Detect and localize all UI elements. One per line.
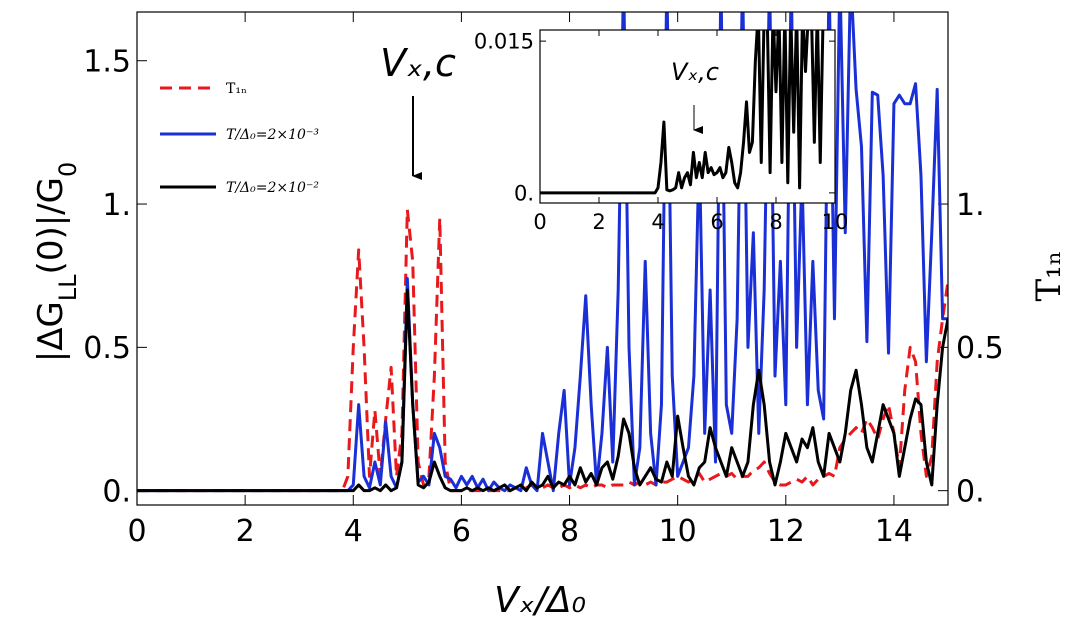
legend-label: T/Δ₀=2×10⁻² bbox=[226, 180, 319, 196]
y2-tick-label: 1. bbox=[956, 188, 985, 223]
y2-tick-label: 0. bbox=[956, 474, 985, 509]
x-tick-label: 4 bbox=[344, 514, 363, 549]
main-plot: 0 2 4 6 8 10 12 14 0. 0.5 1. 1.5 0. 0.5 1. Vₓ,c T₁ₙ T/Δ₀=… bbox=[31, 11, 1069, 621]
plot-frame bbox=[136, 11, 949, 506]
y2-tick-label: 0.5 bbox=[956, 331, 1004, 366]
legend-label: T₁ₙ bbox=[226, 81, 247, 97]
x-tick-label: 14 bbox=[875, 514, 913, 549]
plot-frame bbox=[539, 29, 836, 204]
x-tick-label: 10 bbox=[822, 210, 849, 234]
y-axis-title-part: |ΔG bbox=[31, 301, 71, 362]
line-series bbox=[137, 288, 948, 493]
x-tick-label: 0 bbox=[127, 514, 146, 549]
y2-axis-title: T₁ₙ bbox=[1029, 250, 1069, 301]
y-tick-label: 0. bbox=[514, 181, 534, 205]
series-group bbox=[137, 12, 948, 493]
y-tick-label: 0. bbox=[102, 474, 131, 509]
y-tick-label: 0.5 bbox=[83, 331, 131, 366]
x-tick-label: 8 bbox=[769, 210, 782, 234]
x-tick-label: 10 bbox=[659, 514, 697, 549]
x-tick-label: 8 bbox=[560, 514, 579, 549]
x-tick-label: 6 bbox=[452, 514, 471, 549]
legend-label: T/Δ₀=2×10⁻³ bbox=[226, 127, 319, 143]
y-axis-title-part: (0)|/G bbox=[31, 177, 71, 274]
annotation: Vₓ,c bbox=[380, 41, 456, 85]
y-axis-title: |ΔGLL(0)|/G0 bbox=[31, 162, 82, 363]
y-axis-title-part: LL bbox=[54, 274, 82, 301]
line-series bbox=[540, 30, 825, 195]
y-tick-label: 1. bbox=[102, 188, 131, 223]
x-tick-label: 0 bbox=[533, 210, 546, 234]
y-tick-label: 1.5 bbox=[83, 45, 131, 80]
x-axis-title: Vₓ/Δ₀ bbox=[494, 580, 586, 621]
x-tick-label: 2 bbox=[592, 210, 605, 234]
x-tick-label: 6 bbox=[710, 210, 723, 234]
x-tick-label: 4 bbox=[651, 210, 664, 234]
annotation: Vₓ,c bbox=[671, 58, 719, 86]
inset-plot: 0 2 4 6 8 10 0. 0.015 Vₓ,c bbox=[474, 29, 849, 234]
x-tick-label: 2 bbox=[236, 514, 255, 549]
y-tick-label: 0.015 bbox=[474, 30, 534, 54]
x-tick-label: 12 bbox=[767, 514, 805, 549]
series-group bbox=[540, 30, 825, 195]
y-axis-title-part: 0 bbox=[54, 162, 82, 177]
